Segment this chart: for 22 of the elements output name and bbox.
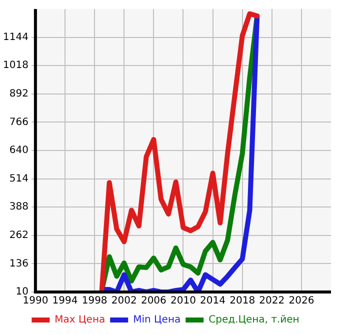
y-tick-label: 262	[9, 230, 28, 241]
y-tick-label: 136	[9, 258, 28, 270]
x-tick-label: 2010	[170, 296, 196, 307]
y-tick-label: 892	[9, 88, 28, 100]
y-tick-label: 1018	[2, 60, 28, 72]
legend-label: Max Цена	[54, 314, 106, 326]
x-tick-label: 2022	[259, 296, 285, 307]
y-tick-label: 388	[9, 202, 28, 213]
x-tick-label: 2018	[230, 296, 256, 307]
y-tick-label: 766	[9, 116, 28, 128]
y-tick-label: 640	[9, 145, 28, 156]
legend-label: Min Цена	[133, 314, 181, 326]
y-tick-label: 1144	[2, 32, 28, 43]
x-tick-label: 2006	[140, 296, 166, 307]
x-tick-label: 2026	[288, 296, 314, 307]
x-tick-label: 2014	[200, 296, 226, 307]
x-tick-label: 2002	[111, 296, 137, 307]
y-tick-label: 514	[9, 173, 28, 184]
x-tick-label: 1998	[82, 296, 108, 307]
legend-label: Сред.Цена, т.йен	[208, 314, 300, 326]
x-tick-label: 1994	[52, 296, 78, 307]
x-tick-label: 1990	[22, 296, 48, 307]
